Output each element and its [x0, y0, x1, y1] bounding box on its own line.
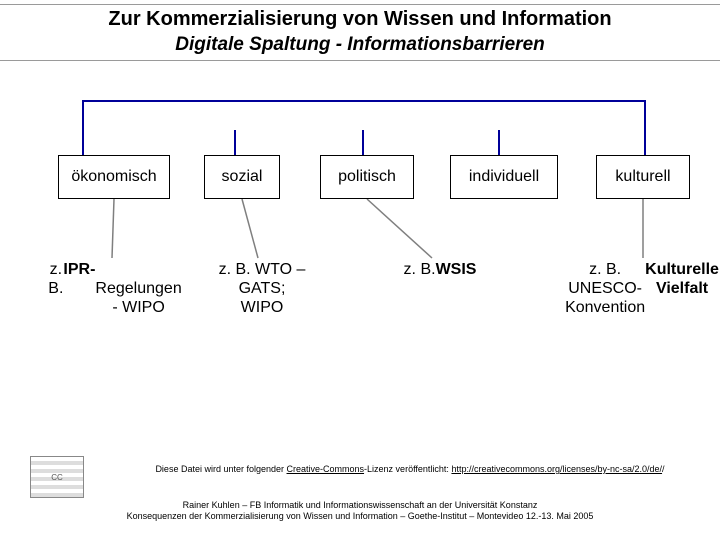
license-mid: -Lizenz veröffentlicht: [364, 464, 451, 474]
cc-link[interactable]: Creative-Commons [287, 464, 365, 474]
divider-top [0, 4, 720, 5]
bracket-stub [234, 130, 236, 158]
license-url-link[interactable]: http://creativecommons.org/licenses/by-n… [451, 464, 662, 474]
footer-line-2: Konsequenzen der Kommerzialisierung von … [127, 511, 594, 521]
cc-logo: CC [30, 456, 84, 498]
example-wto: z. B. WTO –GATS;WIPO [202, 260, 322, 318]
footer: Rainer Kuhlen – FB Informatik und Inform… [0, 500, 720, 523]
category-kulturell: kulturell [596, 155, 690, 199]
page-title: Zur Kommerzialisierung von Wissen und In… [0, 8, 720, 31]
license-prefix: Diese Datei wird unter folgender [155, 464, 286, 474]
footer-line-1: Rainer Kuhlen – FB Informatik und Inform… [183, 500, 538, 510]
category-politisch: politisch [320, 155, 414, 199]
bracket-stub [362, 130, 364, 158]
bracket-stub [498, 130, 500, 158]
divider-under-title [0, 60, 720, 61]
category-okonomisch: ökonomisch [58, 155, 170, 199]
license-suffix: / [662, 464, 665, 474]
license-text: Diese Datei wird unter folgender Creativ… [120, 464, 700, 474]
page-subtitle: Digitale Spaltung - Informationsbarriere… [0, 34, 720, 56]
example-unesco: z. B.UNESCO-KonventionKulturelleVielfalt [582, 260, 702, 318]
slide: Zur Kommerzialisierung von Wissen und In… [0, 0, 720, 540]
category-individuell: individuell [450, 155, 558, 199]
example-wsis: z. B. WSIS [380, 260, 500, 279]
category-sozial: sozial [204, 155, 280, 199]
example-ipr: z. B. IPR-Regelungen- WIPO [60, 260, 170, 318]
